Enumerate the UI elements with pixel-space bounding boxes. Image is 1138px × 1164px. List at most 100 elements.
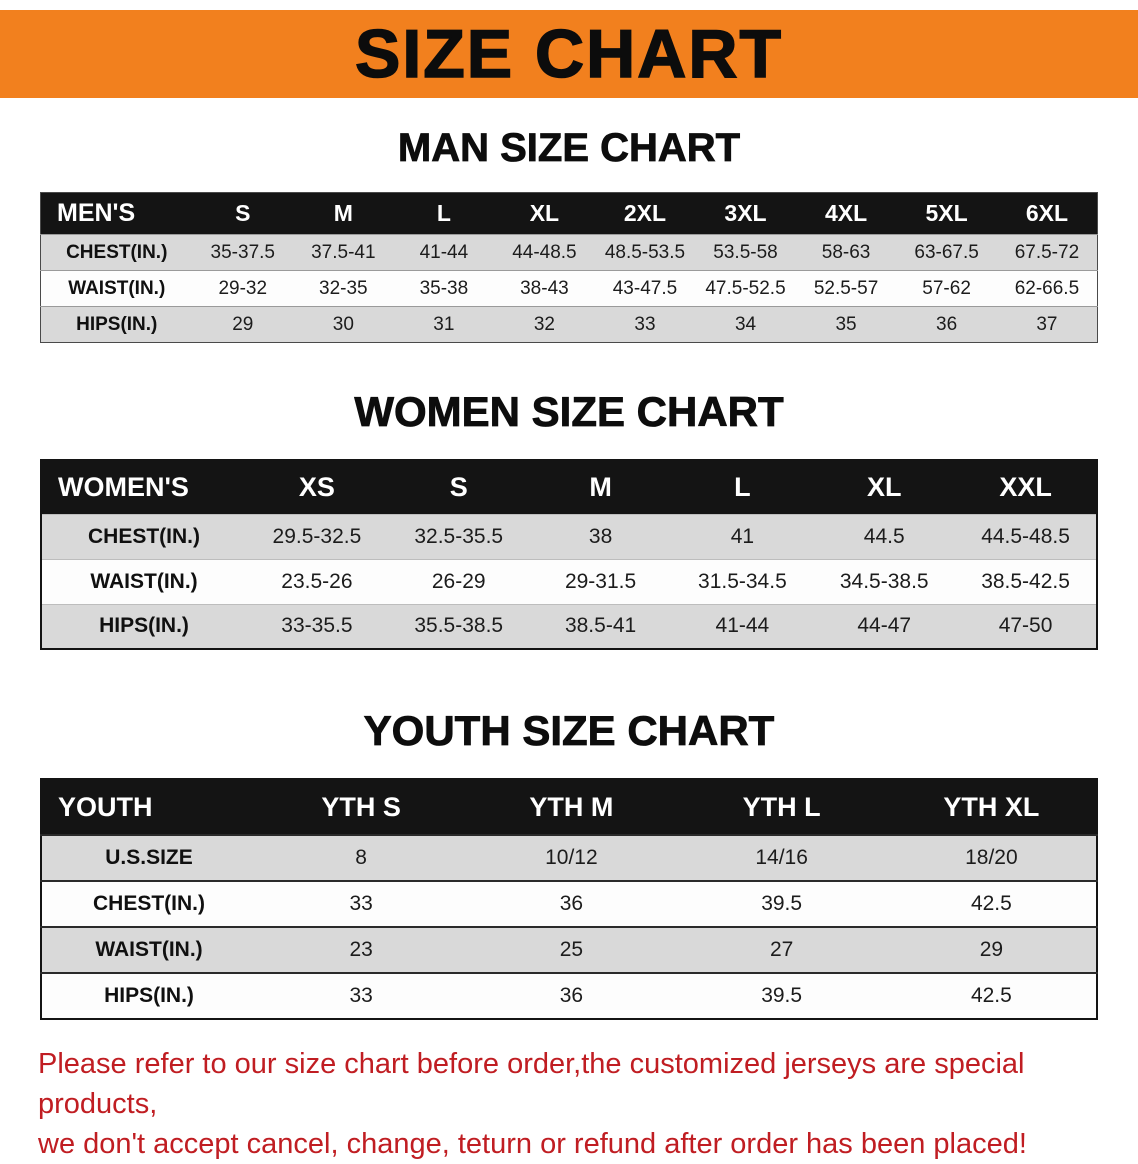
size-value-cell: 35 <box>795 306 897 343</box>
size-value-cell: 47.5-52.5 <box>695 270 796 307</box>
row-label: WAIST(IN.) <box>40 270 193 307</box>
disclaimer-line-2: we don't accept cancel, change, teturn o… <box>38 1128 1027 1161</box>
size-column-header: 6XL <box>996 192 1098 235</box>
size-value-cell: 44-47 <box>813 603 956 649</box>
men-size-table: MEN'S S M L XL 2XL 3XL 4XL 5XL 6XL CHEST(IN.) 35-37… <box>40 192 1098 343</box>
size-value-cell: 29.5-32.5 <box>246 513 388 559</box>
size-value-cell: 23 <box>256 926 467 973</box>
table-row: CHEST(IN.) 35-37.5 37.5-41 41-44 44-48.5 48.5… <box>40 234 1098 271</box>
size-column-header: 5XL <box>896 192 997 235</box>
table-title-cell: WOMEN'S <box>41 460 246 514</box>
size-value-cell: 29 <box>886 926 1097 973</box>
size-value-cell: 44.5 <box>813 513 956 559</box>
size-value-cell: 14/16 <box>676 834 887 881</box>
table-row: HIPS(IN.) 33 36 39.5 42.5 <box>41 972 1097 1019</box>
size-column-header: 4XL <box>795 192 897 235</box>
table-header-row: MEN'S S M L XL 2XL 3XL 4XL 5XL 6XL <box>40 192 1098 235</box>
table-header-row: WOMEN'S XS S M L XL XXL <box>41 460 1097 514</box>
disclaimer-line-1: Please refer to our size chart before or… <box>38 1048 1025 1121</box>
table-row: CHEST(IN.) 29.5-32.5 32.5-35.5 38 41 44.5 44.5… <box>41 513 1097 559</box>
size-value-cell: 52.5-57 <box>795 270 897 307</box>
row-label: WAIST(IN.) <box>41 926 256 973</box>
size-value-cell: 38.5-42.5 <box>955 558 1097 604</box>
table-title-cell: MEN'S <box>40 192 193 235</box>
size-value-cell: 33-35.5 <box>246 603 388 649</box>
size-column-header: YTH M <box>466 779 677 835</box>
size-column-header: XXL <box>955 460 1097 514</box>
table-row: WAIST(IN.) 23 25 27 29 <box>41 926 1097 973</box>
men-section-heading: MAN SIZE CHART <box>397 126 741 170</box>
size-value-cell: 34 <box>695 306 796 343</box>
size-value-cell: 34.5-38.5 <box>813 558 956 604</box>
row-label: CHEST(IN.) <box>40 234 193 271</box>
table-row: WAIST(IN.) 29-32 32-35 35-38 38-43 43-47.5 47.… <box>40 270 1098 307</box>
size-column-header: XL <box>813 460 956 514</box>
size-value-cell: 41 <box>671 513 814 559</box>
size-value-cell: 39.5 <box>676 972 887 1019</box>
size-value-cell: 37.5-41 <box>293 234 394 271</box>
size-value-cell: 36 <box>466 880 677 927</box>
banner: SIZE CHART <box>0 10 1138 98</box>
size-value-cell: 30 <box>293 306 394 343</box>
size-value-cell: 33 <box>256 880 467 927</box>
table-row: HIPS(IN.) 29 30 31 32 33 34 35 36 37 <box>40 306 1098 343</box>
size-value-cell: 48.5-53.5 <box>594 234 696 271</box>
youth-section-heading: YOUTH SIZE CHART <box>363 707 775 754</box>
size-value-cell: 41-44 <box>671 603 814 649</box>
size-value-cell: 25 <box>466 926 677 973</box>
size-value-cell: 42.5 <box>886 972 1097 1019</box>
size-value-cell: 39.5 <box>676 880 887 927</box>
size-column-header: L <box>393 192 495 235</box>
size-value-cell: 33 <box>256 972 467 1019</box>
size-value-cell: 27 <box>676 926 887 973</box>
size-value-cell: 37 <box>996 306 1098 343</box>
row-label: U.S.SIZE <box>41 834 256 881</box>
size-column-header: L <box>671 460 814 514</box>
table-header-row: YOUTH YTH S YTH M YTH L YTH XL <box>41 779 1097 835</box>
size-value-cell: 38-43 <box>494 270 595 307</box>
row-label: WAIST(IN.) <box>41 558 246 604</box>
size-value-cell: 38 <box>529 513 672 559</box>
size-value-cell: 32.5-35.5 <box>387 513 530 559</box>
youth-size-section: YOUTH SIZE CHART YOUTH YTH S YTH M YTH L YTH… <box>0 707 1138 1020</box>
row-label: HIPS(IN.) <box>41 603 246 649</box>
size-value-cell: 29-32 <box>192 270 294 307</box>
size-chart-page: SIZE CHART MAN SIZE CHART MEN'S S M L XL 2XL 3… <box>0 10 1138 1164</box>
women-section-heading: WOMEN SIZE CHART <box>354 388 784 435</box>
size-value-cell: 29 <box>192 306 294 343</box>
size-column-header: M <box>293 192 394 235</box>
size-value-cell: 23.5-26 <box>246 558 388 604</box>
table-row: CHEST(IN.) 33 36 39.5 42.5 <box>41 880 1097 927</box>
size-value-cell: 42.5 <box>886 880 1097 927</box>
size-value-cell: 18/20 <box>886 834 1097 881</box>
size-value-cell: 44.5-48.5 <box>955 513 1097 559</box>
size-value-cell: 38.5-41 <box>529 603 672 649</box>
disclaimer-text: Please refer to our size chart before or… <box>38 1044 1104 1164</box>
size-column-header: YTH XL <box>886 779 1097 835</box>
women-size-section: WOMEN SIZE CHART WOMEN'S XS S M L XL XXL CHEST(… <box>0 388 1138 650</box>
row-label: HIPS(IN.) <box>40 306 193 343</box>
size-column-header: XL <box>494 192 595 235</box>
size-value-cell: 26-29 <box>387 558 530 604</box>
size-value-cell: 10/12 <box>466 834 677 881</box>
size-value-cell: 53.5-58 <box>695 234 796 271</box>
size-column-header: 2XL <box>594 192 696 235</box>
size-value-cell: 63-67.5 <box>896 234 997 271</box>
row-label: CHEST(IN.) <box>41 880 256 927</box>
size-value-cell: 36 <box>466 972 677 1019</box>
size-value-cell: 31 <box>393 306 495 343</box>
table-row: HIPS(IN.) 33-35.5 35.5-38.5 38.5-41 41-44 44-… <box>41 603 1097 649</box>
size-value-cell: 33 <box>594 306 696 343</box>
women-size-table: WOMEN'S XS S M L XL XXL CHEST(IN.) 29.5-32.5 32.5… <box>40 459 1098 650</box>
table-row: WAIST(IN.) 23.5-26 26-29 29-31.5 31.5-34.5 34… <box>41 558 1097 604</box>
size-value-cell: 32-35 <box>293 270 394 307</box>
size-column-header: S <box>192 192 294 235</box>
table-row: U.S.SIZE 8 10/12 14/16 18/20 <box>41 834 1097 881</box>
table-title-cell: YOUTH <box>41 779 256 835</box>
size-value-cell: 41-44 <box>393 234 495 271</box>
size-value-cell: 32 <box>494 306 595 343</box>
row-label: HIPS(IN.) <box>41 972 256 1019</box>
size-column-header: 3XL <box>695 192 796 235</box>
size-value-cell: 67.5-72 <box>996 234 1098 271</box>
size-column-header: S <box>387 460 530 514</box>
